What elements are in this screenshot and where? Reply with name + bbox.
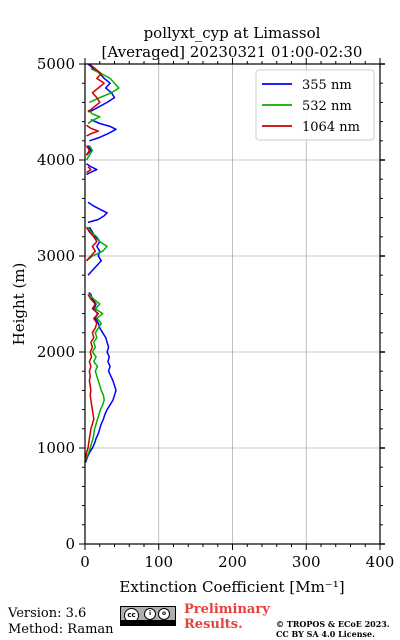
legend-entry: 532 nm [302,99,352,114]
copyright-notice: © TROPOS & ECoE 2023. CC BY SA 4.0 Licen… [276,619,390,639]
series-line [84,68,120,463]
preliminary-notice: Preliminary Results. [184,602,270,632]
series-1064-nm [84,63,105,463]
axes [79,58,385,550]
footer-info: Version: 3.6 Method: Raman [8,606,114,638]
chart-title: pollyxt_cyp at Limassol [144,24,321,42]
chart-subtitle: [Averaged] 20230321 01:00-02:30 [102,43,363,61]
preliminary-line1: Preliminary [184,602,270,617]
y-tick-label: 1000 [37,439,75,457]
x-tick-label: 100 [144,553,173,571]
copyright-line2: CC BY SA 4.0 License. [276,629,375,639]
preliminary-line2: Results. [184,617,243,632]
series-355-nm [84,63,117,463]
y-tick-label: 2000 [37,343,75,361]
y-tick-labels: 0 1000 2000 3000 4000 5000 [37,55,75,553]
version-text: Version: 3.6 [8,606,87,621]
grid-lines [85,64,380,544]
y-tick-label: 0 [65,535,75,553]
legend-entry: 1064 nm [302,120,360,135]
legend-entry: 355 nm [302,78,352,93]
legend-box [255,69,375,141]
x-tick-labels: 0 100 200 300 400 [80,553,394,571]
series-layer [84,63,120,463]
copyright-line1: © TROPOS & ECoE 2023. [276,619,390,629]
extinction-profile-chart: pollyxt_cyp at Limassol [Averaged] 20230… [10,24,394,596]
y-tick-label: 5000 [37,55,75,73]
series-532-nm [84,68,120,463]
y-axis-label: Height (m) [10,263,28,346]
x-axis-label: Extinction Coefficient [Mm⁻¹] [119,578,344,596]
method-text: Method: Raman [8,622,114,637]
y-tick-label: 4000 [37,151,75,169]
y-tick-label: 3000 [37,247,75,265]
series-line [84,63,117,463]
x-tick-label: 400 [366,553,395,571]
legend: 355 nm 532 nm 1064 nm [255,69,375,141]
x-tick-label: 200 [218,553,247,571]
cc-by-sa-icon: cc i o [120,606,176,626]
series-line [84,63,105,463]
x-tick-label: 300 [292,553,321,571]
x-tick-label: 0 [80,553,90,571]
